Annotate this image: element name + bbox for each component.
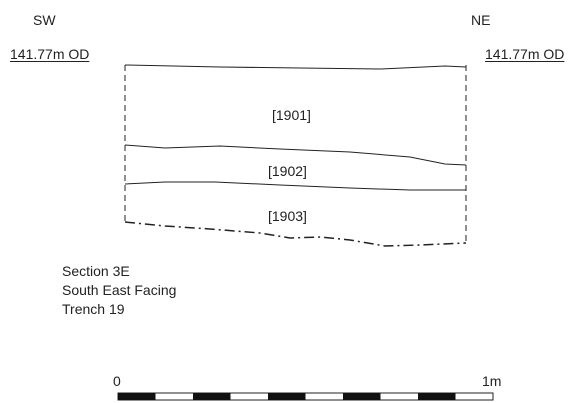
orientation-left: SW <box>33 12 56 28</box>
context-boundary-upper <box>124 144 467 166</box>
scale-bar-segment <box>418 393 456 400</box>
datum-right: 141.77m OD <box>485 46 565 62</box>
section-caption: Section 3E South East Facing Trench 19 <box>62 262 176 319</box>
scale-bar-segment <box>343 393 381 400</box>
base-of-excavation <box>124 221 467 247</box>
caption-line: Trench 19 <box>62 301 125 317</box>
scale-bar-segment <box>118 393 156 400</box>
datum-left: 141.77m OD <box>10 46 90 62</box>
scale-start-label: 0 <box>113 373 121 389</box>
orientation-right: NE <box>471 12 491 28</box>
ground-surface <box>124 64 467 70</box>
scale-bar <box>117 392 494 401</box>
scale-bar-segment <box>268 393 306 400</box>
caption-line: Section 3E <box>62 263 130 279</box>
context-boundary-lower <box>124 181 466 191</box>
context-1901-label: [1901] <box>272 107 311 123</box>
context-1902-label: [1902] <box>268 163 307 179</box>
context-1903-label: [1903] <box>268 208 307 224</box>
caption-line: South East Facing <box>62 282 177 298</box>
scale-bar-segment <box>193 393 231 400</box>
scale-end-label: 1m <box>482 373 502 389</box>
